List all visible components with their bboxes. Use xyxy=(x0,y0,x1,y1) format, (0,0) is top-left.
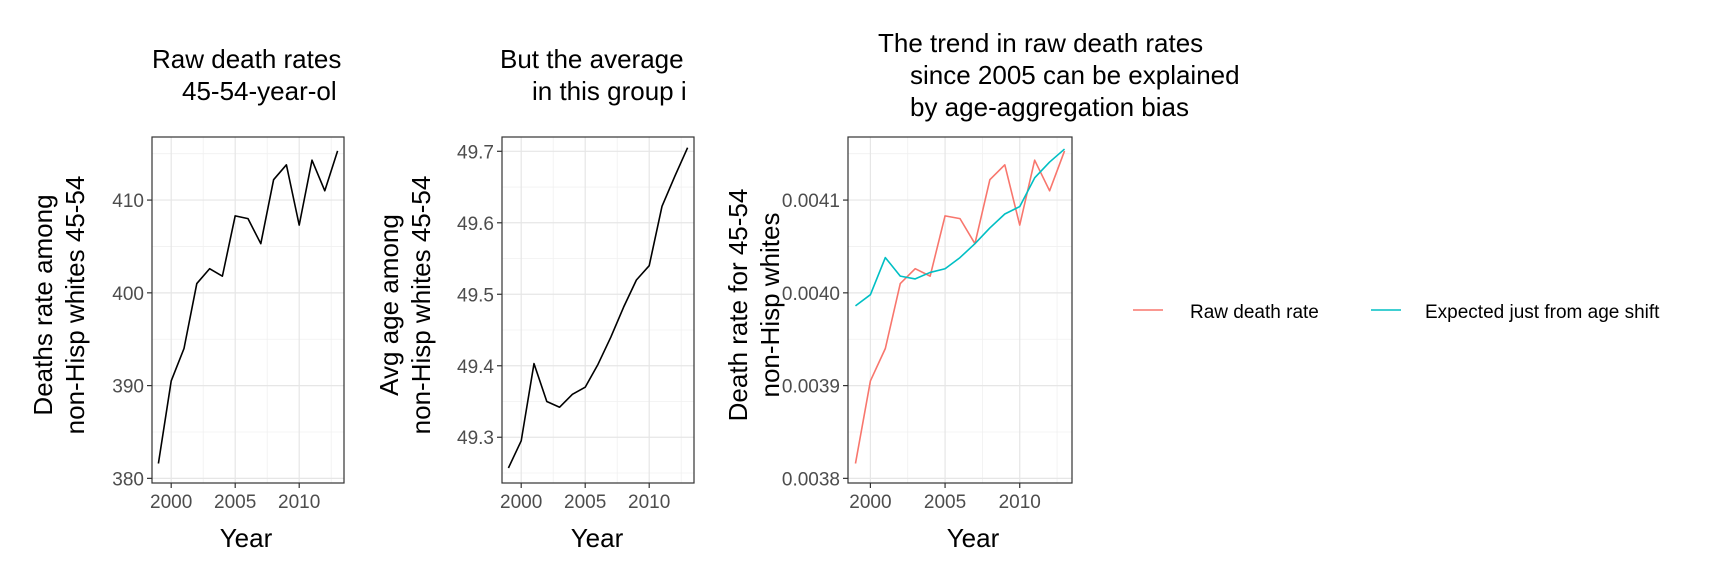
series-line-2 xyxy=(854,148,1066,307)
x-tick-label: 2005 xyxy=(924,492,966,513)
y-tick-label: 0.0041 xyxy=(782,191,840,212)
panel-3-ylabel: Death rate for 45-54 non-Hisp whites xyxy=(723,189,785,422)
x-tick-label: 2010 xyxy=(278,492,320,513)
series-line-1 xyxy=(507,147,689,469)
y-tick-label: 49.6 xyxy=(457,214,494,235)
panel-3-ylabel-line-2: non-Hisp whites xyxy=(755,213,785,398)
y-tick-label: 49.4 xyxy=(457,357,494,378)
panel-2-ylabel-line-1: Avg age among xyxy=(374,214,404,396)
panel-2-plot: 2000 2005 2010 49.3 49.4 49.5 49.6 49.7 xyxy=(457,136,695,513)
panel-background xyxy=(502,137,694,483)
x-tick-label: 2000 xyxy=(500,492,542,513)
legend-label-expected-age-shift: Expected just from age shift xyxy=(1425,302,1660,323)
panel-3-ylabel-line-1: Death rate for 45-54 xyxy=(723,189,753,422)
panel-3-title-line-1: The trend in raw death rates xyxy=(878,28,1203,58)
panel-background xyxy=(848,137,1072,483)
legend: Raw death rate Expected just from age sh… xyxy=(1133,302,1660,323)
x-tick-label: 2010 xyxy=(999,492,1041,513)
panel-border xyxy=(847,136,1073,484)
panel-1-ylabel-line-2: non-Hisp whites 45-54 xyxy=(60,176,90,435)
panel-1-xlabel: Year xyxy=(220,523,273,553)
panel-3-title-line-3: by age-aggregation bias xyxy=(910,92,1189,122)
panel-1-title-line-1: Raw death rates xyxy=(152,44,341,74)
y-tick-label: 380 xyxy=(112,469,144,490)
panel-1-ylabel: Deaths rate among non-Hisp whites 45-54 xyxy=(28,176,90,435)
panel-2-title-line-2: in this group i xyxy=(532,76,687,106)
panel-2-ylabel-line-2: non-Hisp whites 45-54 xyxy=(406,176,436,435)
panel-3-title-line-2: since 2005 can be explained xyxy=(910,60,1240,90)
x-tick-label: 2005 xyxy=(564,492,606,513)
panel-background xyxy=(152,137,344,483)
x-tick-label: 2000 xyxy=(150,492,192,513)
panel-1-ylabel-line-1: Deaths rate among xyxy=(28,194,58,415)
panel-2-title: But the average in this group i xyxy=(500,44,687,106)
panel-1-title: Raw death rates 45-54-year-ol xyxy=(152,44,341,106)
panel-3-plot: 2000 2005 2010 0.0038 0.0039 0.0040 0.0041 xyxy=(782,136,1073,513)
panel-2-xlabel: Year xyxy=(571,523,624,553)
panel-border xyxy=(151,136,345,484)
panel-2-title-line-1: But the average xyxy=(500,44,684,74)
y-tick-label: 0.0040 xyxy=(782,284,840,305)
panel-1-plot: 2000 2005 2010 380 390 400 410 xyxy=(112,136,345,513)
y-tick-label: 0.0038 xyxy=(782,469,840,490)
x-tick-label: 2000 xyxy=(849,492,891,513)
series-line-1 xyxy=(854,150,1066,464)
y-tick-label: 400 xyxy=(112,284,144,305)
series-line-1 xyxy=(157,150,339,464)
y-tick-label: 390 xyxy=(112,377,144,398)
y-tick-label: 410 xyxy=(112,191,144,212)
panel-2-ylabel: Avg age among non-Hisp whites 45-54 xyxy=(374,176,436,435)
y-tick-label: 49.3 xyxy=(457,428,494,449)
x-tick-label: 2005 xyxy=(214,492,256,513)
panel-3-xlabel: Year xyxy=(947,523,1000,553)
x-tick-label: 2010 xyxy=(628,492,670,513)
legend-label-raw-death-rate: Raw death rate xyxy=(1190,302,1319,323)
panel-3-title: The trend in raw death rates since 2005 … xyxy=(878,28,1240,122)
panel-1-title-line-2: 45-54-year-ol xyxy=(182,76,337,106)
y-tick-label: 49.7 xyxy=(457,142,494,163)
y-tick-label: 49.5 xyxy=(457,285,494,306)
panel-border xyxy=(501,136,695,484)
y-tick-label: 0.0039 xyxy=(782,377,840,398)
